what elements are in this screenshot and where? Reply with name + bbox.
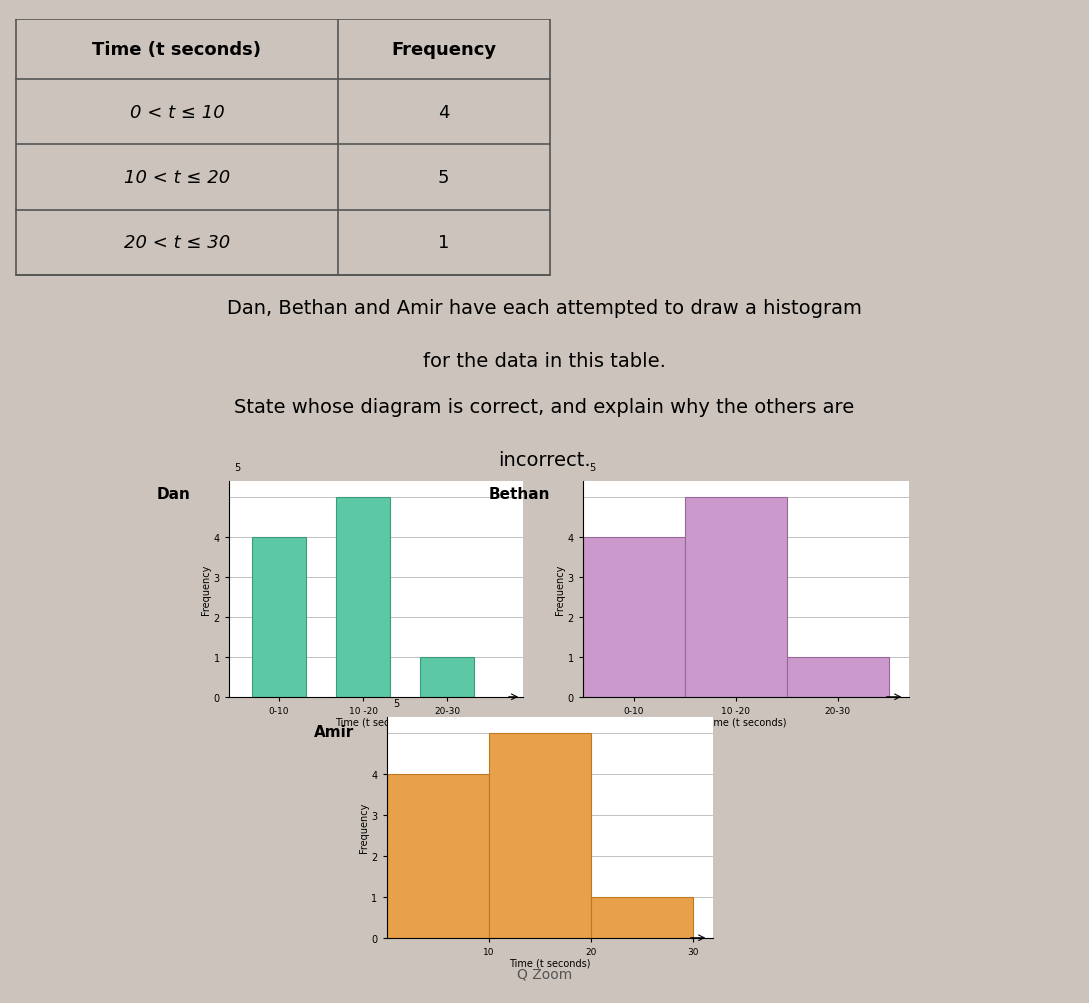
Text: 4: 4 xyxy=(438,103,450,121)
Text: State whose diagram is correct, and explain why the others are: State whose diagram is correct, and expl… xyxy=(234,397,855,416)
Text: 0 < t ≤ 10: 0 < t ≤ 10 xyxy=(130,103,224,121)
Text: Dan, Bethan and Amir have each attempted to draw a histogram: Dan, Bethan and Amir have each attempted… xyxy=(228,299,861,318)
Text: 10 < t ≤ 20: 10 < t ≤ 20 xyxy=(124,169,230,187)
Bar xyxy=(387,774,489,938)
Text: 1: 1 xyxy=(438,234,450,252)
Text: 5: 5 xyxy=(438,169,450,187)
X-axis label: Time (t seconds): Time (t seconds) xyxy=(510,957,590,967)
Text: Dan: Dan xyxy=(157,486,191,502)
Text: 5: 5 xyxy=(393,698,400,708)
X-axis label: Time (t seconds): Time (t seconds) xyxy=(335,716,416,726)
Text: Time (t seconds): Time (t seconds) xyxy=(93,41,261,59)
Text: 5: 5 xyxy=(234,462,241,472)
Text: Q Zoom: Q Zoom xyxy=(517,967,572,981)
Text: 20 < t ≤ 30: 20 < t ≤ 30 xyxy=(124,234,230,252)
Bar xyxy=(583,538,685,697)
Text: 5: 5 xyxy=(589,462,596,472)
Y-axis label: Frequency: Frequency xyxy=(200,564,210,615)
Y-axis label: Frequency: Frequency xyxy=(554,564,564,615)
X-axis label: Time (t seconds): Time (t seconds) xyxy=(706,716,786,726)
Text: Amir: Amir xyxy=(314,724,354,739)
Y-axis label: Frequency: Frequency xyxy=(358,802,368,853)
Bar xyxy=(335,497,391,697)
Text: incorrect.: incorrect. xyxy=(498,450,591,469)
Bar xyxy=(252,538,306,697)
Bar xyxy=(590,897,693,938)
Text: Frequency: Frequency xyxy=(391,41,497,59)
Bar xyxy=(685,497,786,697)
Bar xyxy=(419,657,475,697)
Text: Bethan: Bethan xyxy=(489,486,550,502)
Text: for the data in this table.: for the data in this table. xyxy=(423,352,666,370)
Bar xyxy=(786,657,889,697)
Bar xyxy=(489,733,590,938)
